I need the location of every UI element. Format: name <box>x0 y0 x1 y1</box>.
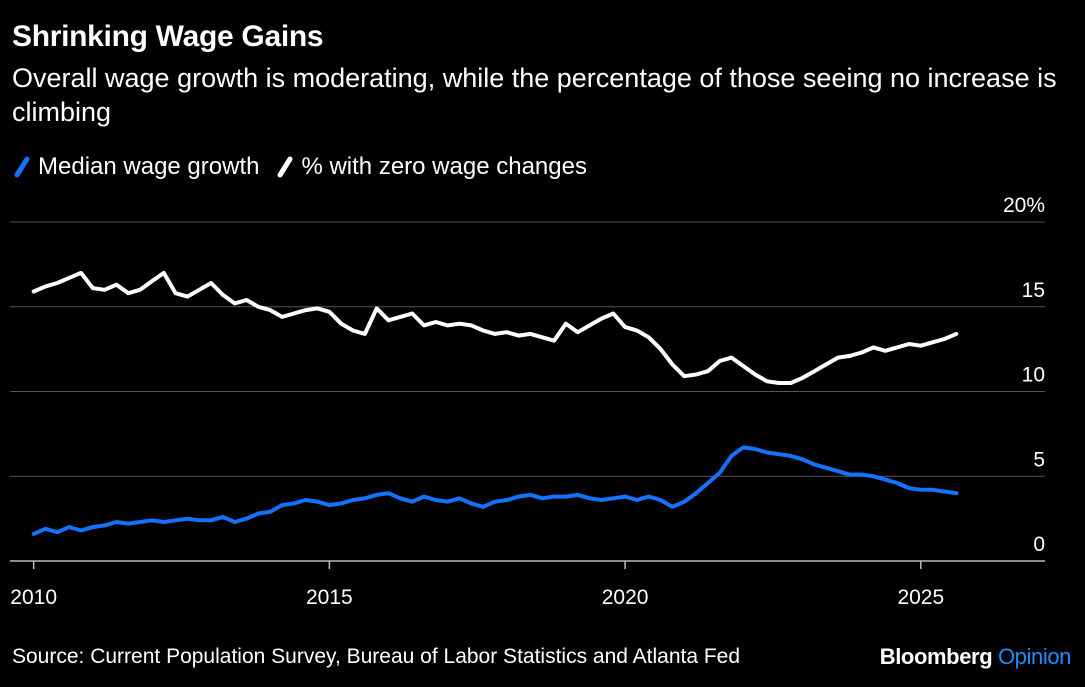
y-tick-label: 0 <box>1033 533 1045 556</box>
x-tick-label: 2010 <box>10 586 57 609</box>
x-tick-label: 2025 <box>897 586 944 609</box>
brand-logo: Bloomberg Opinion <box>879 644 1072 670</box>
legend-label-zero: % with zero wage changes <box>301 153 587 180</box>
series-line-zero-wage-changes <box>31 270 959 385</box>
y-tick-label: 10 <box>1022 364 1045 387</box>
series-line-median-wage-growth <box>31 445 959 536</box>
chart-subtitle: Overall wage growth is moderating, while… <box>12 63 1057 127</box>
legend-item-median: Median wage growth <box>14 153 259 181</box>
legend-item-zero: % with zero wage changes <box>277 153 587 181</box>
brand-section: Opinion <box>997 644 1071 669</box>
brand-name: Bloomberg <box>879 644 993 669</box>
y-tick-label: 15 <box>1022 279 1045 302</box>
chart-title: Shrinking Wage Gains <box>12 20 324 53</box>
legend-swatch-zero <box>277 156 293 178</box>
source-note: Source: Current Population Survey, Burea… <box>12 645 741 668</box>
x-tick-label: 2020 <box>602 586 649 609</box>
y-tick-label: 5 <box>1033 448 1045 471</box>
y-tick-label: 20% <box>1003 194 1045 217</box>
legend: Median wage growth % with zero wage chan… <box>14 150 605 184</box>
x-tick-label: 2015 <box>306 586 353 609</box>
legend-swatch-median <box>14 156 30 178</box>
line-chart: 0 5 10 15 20% 2010 2015 2020 2025 <box>10 194 1045 609</box>
legend-label-median: Median wage growth <box>38 153 260 180</box>
